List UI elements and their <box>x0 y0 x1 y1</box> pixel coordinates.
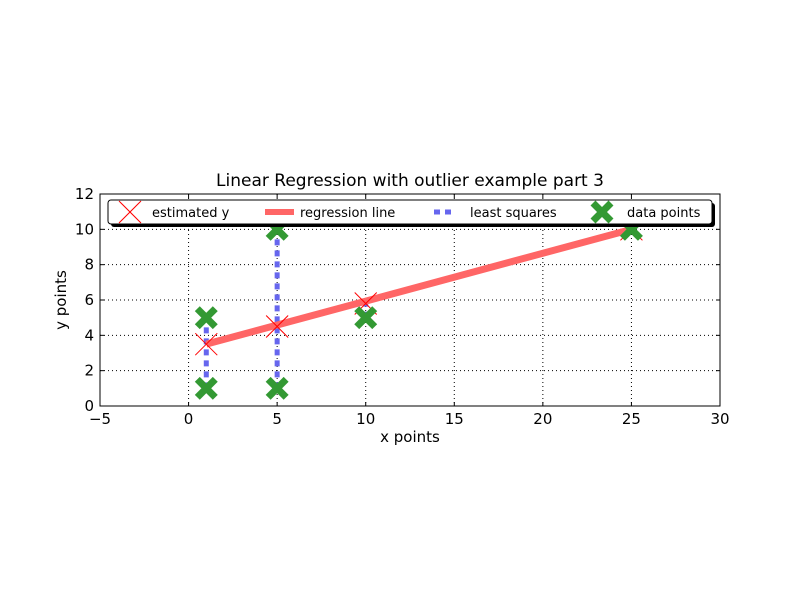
estimated-y-point-stroke <box>194 332 218 356</box>
legend: estimated y regression line least squares d… <box>107 199 715 227</box>
estimated-y-point <box>194 332 218 356</box>
chart-title: Linear Regression with outlier example p… <box>216 171 604 191</box>
legend-label: least squares <box>470 206 557 221</box>
x-tick-label: 20 <box>533 410 552 428</box>
legend-label: estimated y <box>152 206 230 221</box>
y-tick-label: 10 <box>75 220 94 238</box>
x-tick-label: 10 <box>356 410 375 428</box>
x-tick-label: 0 <box>184 410 194 428</box>
x-tick-label: 5 <box>272 410 282 428</box>
data-point <box>265 376 289 400</box>
data-point <box>194 306 218 330</box>
legend-label: regression line <box>300 206 395 221</box>
y-tick-label: 6 <box>84 291 94 309</box>
data-point <box>354 306 378 330</box>
estimated-y-point <box>265 315 289 338</box>
y-tick-label: 4 <box>84 326 94 344</box>
data-point-stroke <box>354 306 378 330</box>
data-point-stroke <box>265 376 289 400</box>
x-tick-label: 25 <box>622 410 641 428</box>
x-axis-label: x points <box>380 428 440 446</box>
y-axis-label: y points <box>52 270 70 330</box>
y-tick-label: 0 <box>84 397 94 415</box>
legend-box <box>107 199 713 225</box>
x-tick-label: 15 <box>445 410 464 428</box>
x-tick-label: 30 <box>710 410 729 428</box>
legend-swatch-data-points <box>590 200 614 224</box>
regression-line <box>205 225 633 348</box>
legend-swatch-estimated-y <box>118 200 142 224</box>
data-point-stroke <box>194 306 218 330</box>
legend-swatch-estimated-y-stroke <box>118 200 142 224</box>
estimated-y-point-stroke <box>265 315 289 338</box>
y-tick-label: 8 <box>84 256 94 274</box>
regression-line-layer <box>205 225 633 348</box>
legend-swatch-data-points-stroke <box>590 200 614 224</box>
x-tick-label: −5 <box>89 410 111 428</box>
y-tick-label: 12 <box>75 185 94 203</box>
y-tick-label: 2 <box>84 362 94 380</box>
data-point <box>194 376 218 400</box>
grid-layer <box>100 194 720 406</box>
legend-label: data points <box>627 206 701 221</box>
data-point-stroke <box>194 376 218 400</box>
